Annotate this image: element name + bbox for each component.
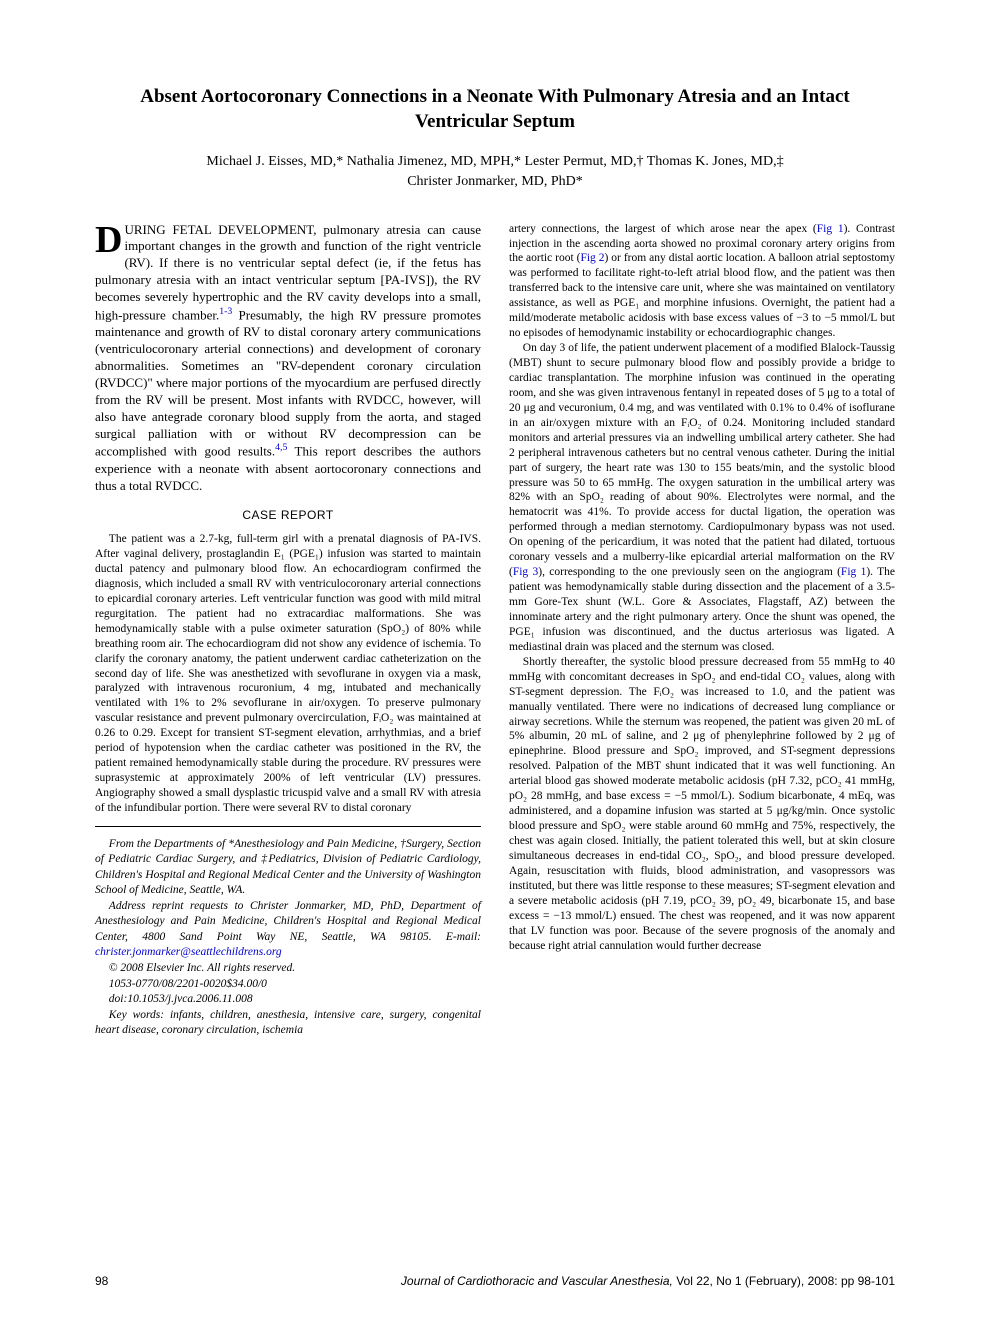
footnote-from: From the Departments of *Anesthesiology … [95, 837, 481, 899]
right-p3: Shortly thereafter, the systolic blood p… [509, 655, 895, 954]
page-footer: 98 Journal of Cardiothoracic and Vascula… [95, 1274, 895, 1290]
journal-citation: Journal of Cardiothoracic and Vascular A… [401, 1274, 895, 1290]
citation-1-3[interactable]: 1-3 [219, 306, 232, 317]
fig2-link[interactable]: Fig 2 [580, 252, 604, 264]
footnote-doi: doi:10.1053/j.jvca.2006.11.008 [95, 992, 481, 1008]
right-p1: artery connections, the largest of which… [509, 222, 895, 342]
footnote-keywords: Key words: infants, children, anesthesia… [95, 1008, 481, 1039]
article-title: Absent Aortocoronary Connections in a Ne… [95, 85, 895, 134]
case-paragraph-1: The patient was a 2.7-kg, full-term girl… [95, 532, 481, 816]
right-column: artery connections, the largest of which… [509, 222, 895, 1039]
right-p1a: artery connections, the largest of which… [509, 223, 817, 235]
fig1-link[interactable]: Fig 1 [817, 223, 844, 235]
footnote-issn: 1053-0770/08/2201-0020$34.00/0 [95, 977, 481, 993]
journal-vol: Vol 22, No 1 (February), 2008: pp 98-101 [673, 1274, 895, 1288]
right-p2: On day 3 of life, the patient underwent … [509, 341, 895, 655]
left-column: DURING FETAL DEVELOPMENT, pulmonary atre… [95, 222, 481, 1039]
footnote-address-text: Address reprint requests to Christer Jon… [95, 900, 481, 943]
footnote-email-link[interactable]: christer.jonmarker@seattlechildrens.org [95, 946, 282, 958]
footnote-block: From the Departments of *Anesthesiology … [95, 837, 481, 1039]
dropcap: D [95, 222, 124, 256]
fig1b-link[interactable]: Fig 1 [841, 566, 866, 578]
intro-paragraph: DURING FETAL DEVELOPMENT, pulmonary atre… [95, 222, 481, 495]
right-p2b: ), corresponding to the one previously s… [538, 566, 841, 578]
right-p2c: ). The patient was hemodynamically stabl… [509, 566, 895, 653]
citation-4-5[interactable]: 4,5 [275, 442, 287, 453]
case-report-heading: CASE REPORT [95, 508, 481, 524]
right-p2a: On day 3 of life, the patient underwent … [509, 342, 895, 578]
authors-line1: Michael J. Eisses, MD,* Nathalia Jimenez… [206, 154, 783, 169]
authors: Michael J. Eisses, MD,* Nathalia Jimenez… [95, 152, 895, 191]
intro-text-b: Presumably, the high RV pressure promote… [95, 307, 481, 458]
journal-name: Journal of Cardiothoracic and Vascular A… [401, 1274, 673, 1288]
right-p1c: ) or from any distal aortic location. A … [509, 252, 895, 339]
footnote-address: Address reprint requests to Christer Jon… [95, 899, 481, 961]
footnote-rule [95, 826, 481, 827]
page-number: 98 [95, 1274, 108, 1290]
footnote-copyright: © 2008 Elsevier Inc. All rights reserved… [95, 961, 481, 977]
authors-line2: Christer Jonmarker, MD, PhD* [407, 174, 583, 189]
fig3-link[interactable]: Fig 3 [513, 566, 538, 578]
